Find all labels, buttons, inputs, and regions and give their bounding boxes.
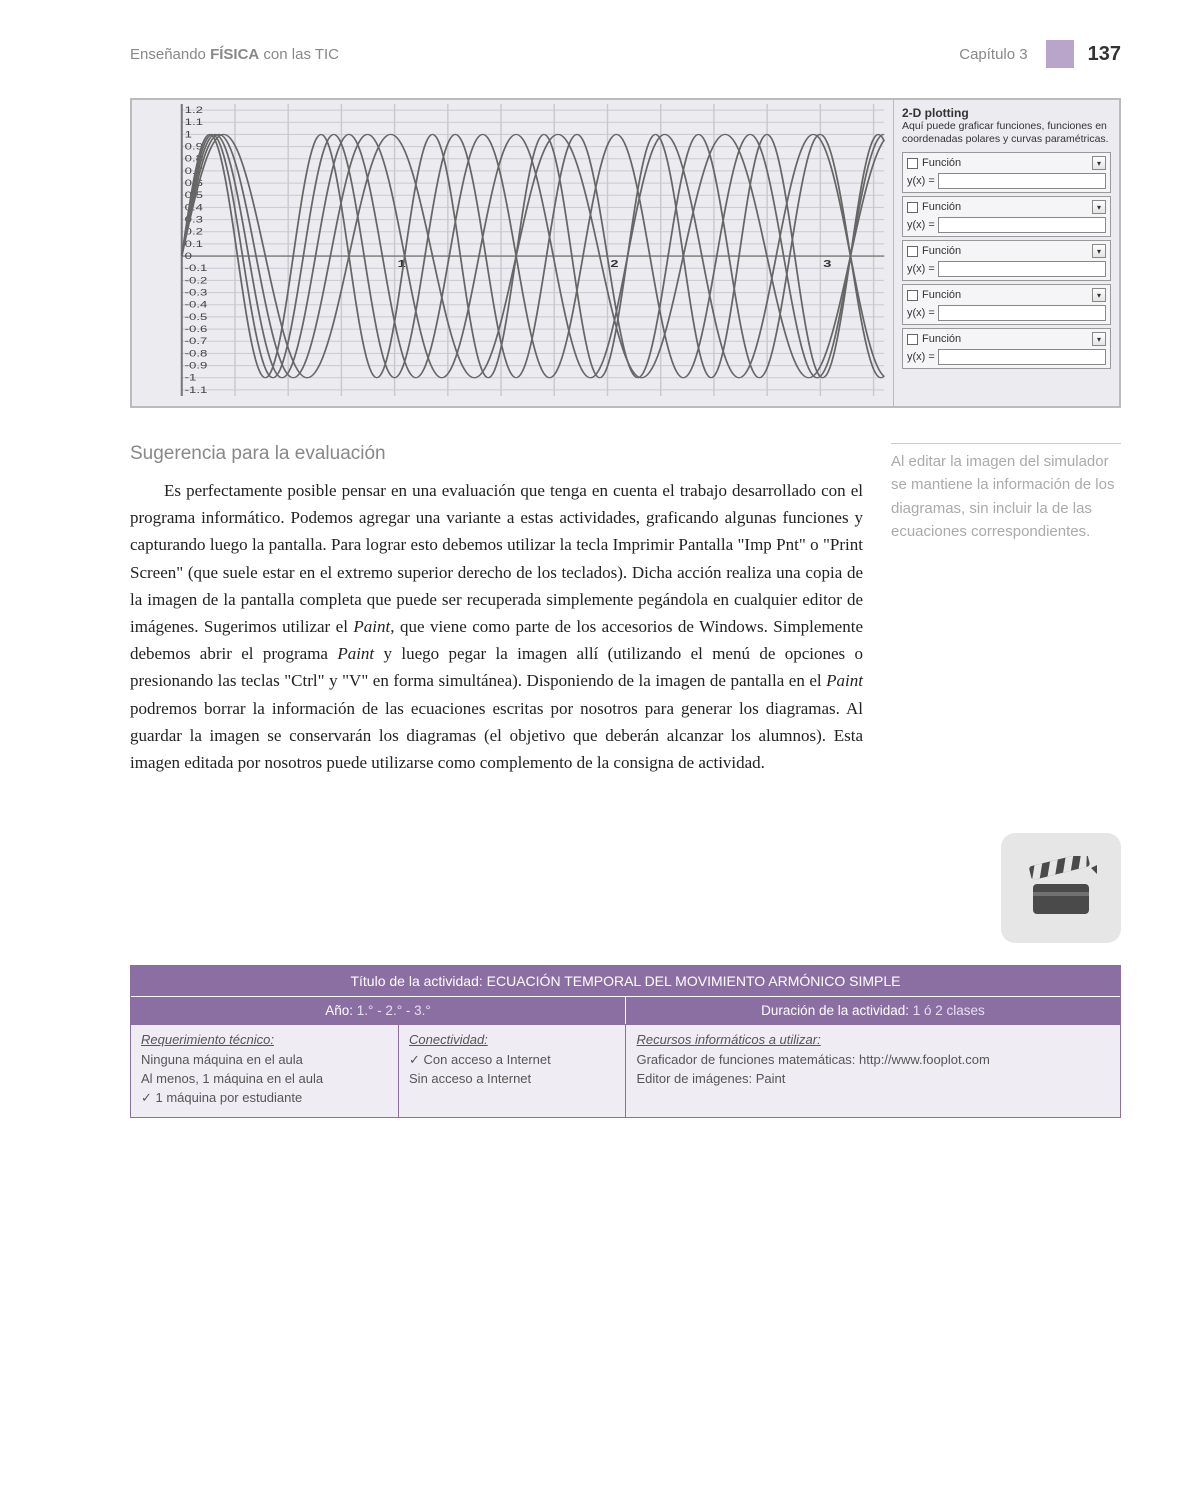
book-title: Enseñando FÍSICA con las TIC	[130, 46, 339, 63]
plot-side-panel: 2-D plotting Aquí puede graficar funcion…	[894, 100, 1119, 406]
function-type-label: Función	[922, 201, 961, 213]
book-title-prefix: Enseñando	[130, 46, 210, 63]
svg-text:-0.3: -0.3	[185, 288, 208, 298]
page-number: 137	[1088, 43, 1121, 66]
svg-text:-0.5: -0.5	[185, 313, 208, 323]
svg-text:-0.2: -0.2	[185, 276, 208, 286]
section-subtitle: Sugerencia para la evaluación	[130, 443, 863, 465]
activity-title-label: Título de la actividad:	[350, 973, 486, 989]
function-dropdown[interactable]: ▾	[1092, 332, 1106, 346]
activity-year-value: 1.° - 2.° - 3.°	[357, 1003, 431, 1018]
activity-year-cell: Año: 1.° - 2.° - 3.°	[131, 996, 625, 1024]
svg-text:-0.7: -0.7	[185, 337, 208, 347]
function-input[interactable]	[938, 349, 1106, 365]
svg-text:-0.9: -0.9	[185, 361, 208, 371]
function-dropdown[interactable]: ▾	[1092, 244, 1106, 258]
svg-text:0: 0	[185, 252, 192, 262]
svg-text:-0.6: -0.6	[185, 325, 208, 335]
activity-duration-label: Duración de la actividad:	[761, 1003, 913, 1018]
function-row: Función ▾ y(x) =	[902, 328, 1111, 369]
function-input[interactable]	[938, 173, 1106, 189]
function-yx-label: y(x) =	[907, 219, 935, 231]
page-number-box: 137	[1046, 40, 1121, 68]
function-yx-label: y(x) =	[907, 351, 935, 363]
plot-canvas: 1.21.110.90.80.70.60.50.40.30.20.10-0.1-…	[132, 100, 894, 406]
chapter-label: Capítulo 3	[959, 46, 1027, 63]
svg-text:-1: -1	[185, 374, 197, 384]
svg-text:1.2: 1.2	[185, 106, 203, 116]
aside-column: Al editar la imagen del simulador se man…	[891, 443, 1121, 943]
section-paragraph: Es perfectamente posible pensar en una e…	[130, 477, 863, 776]
function-type-label: Función	[922, 333, 961, 345]
requirement-opt3: 1 máquina por estudiante	[141, 1090, 302, 1105]
function-checkbox[interactable]	[907, 202, 918, 213]
function-dropdown[interactable]: ▾	[1092, 200, 1106, 214]
activity-table: Título de la actividad: ECUACIÓN TEMPORA…	[130, 965, 1121, 1118]
clapper-icon-box	[1001, 833, 1121, 943]
activity-year-label: Año:	[325, 1003, 357, 1018]
function-dropdown[interactable]: ▾	[1092, 288, 1106, 302]
activity-col-requirement: Requerimiento técnico: Ninguna máquina e…	[131, 1024, 398, 1117]
function-yx-label: y(x) =	[907, 175, 935, 187]
activity-col-resources: Recursos informáticos a utilizar: Grafic…	[625, 1024, 1120, 1117]
function-input[interactable]	[938, 261, 1106, 277]
panel-description: Aquí puede graficar funciones, funciones…	[902, 120, 1111, 146]
function-dropdown[interactable]: ▾	[1092, 156, 1106, 170]
connectivity-opt1: Con acceso a Internet	[409, 1052, 551, 1067]
aside-note: Al editar la imagen del simulador se man…	[891, 443, 1121, 543]
svg-text:0.1: 0.1	[185, 240, 203, 250]
function-yx-label: y(x) =	[907, 307, 935, 319]
requirement-heading: Requerimiento técnico:	[141, 1031, 388, 1050]
function-input[interactable]	[938, 305, 1106, 321]
function-type-label: Función	[922, 157, 961, 169]
clapperboard-icon	[1025, 856, 1097, 920]
connectivity-heading: Conectividad:	[409, 1031, 615, 1050]
svg-text:3: 3	[823, 258, 831, 269]
connectivity-opt2: Sin acceso a Internet	[409, 1071, 531, 1086]
function-checkbox[interactable]	[907, 246, 918, 257]
resources-line2: Editor de imágenes: Paint	[636, 1071, 785, 1086]
activity-col-connectivity: Conectividad: Con acceso a Internet Sin …	[398, 1024, 625, 1117]
resources-line1: Graficador de funciones matemáticas: htt…	[636, 1052, 989, 1067]
svg-text:-0.8: -0.8	[185, 349, 208, 359]
page-header: Enseñando FÍSICA con las TIC Capítulo 3 …	[130, 40, 1121, 68]
function-type-label: Función	[922, 289, 961, 301]
svg-text:-0.1: -0.1	[185, 264, 208, 274]
svg-text:-1.1: -1.1	[185, 386, 208, 396]
activity-duration-cell: Duración de la actividad: 1 ó 2 clases	[625, 996, 1120, 1024]
function-row: Función ▾ y(x) =	[902, 196, 1111, 237]
function-row: Función ▾ y(x) =	[902, 240, 1111, 281]
svg-text:1.1: 1.1	[185, 118, 203, 128]
function-input[interactable]	[938, 217, 1106, 233]
book-title-suffix: con las TIC	[259, 46, 339, 63]
function-yx-label: y(x) =	[907, 263, 935, 275]
requirement-opt2: Al menos, 1 máquina en el aula	[141, 1071, 323, 1086]
svg-text:1: 1	[185, 130, 192, 140]
function-row: Función ▾ y(x) =	[902, 284, 1111, 325]
function-checkbox[interactable]	[907, 290, 918, 301]
activity-title-value: ECUACIÓN TEMPORAL DEL MOVIMIENTO ARMÓNIC…	[487, 973, 901, 989]
resources-heading: Recursos informáticos a utilizar:	[636, 1031, 1110, 1050]
panel-title: 2-D plotting	[902, 106, 1111, 120]
svg-text:-0.4: -0.4	[185, 301, 208, 311]
function-checkbox[interactable]	[907, 158, 918, 169]
activity-subheader: Año: 1.° - 2.° - 3.° Duración de la acti…	[131, 996, 1120, 1024]
svg-text:2: 2	[610, 258, 618, 269]
activity-body: Requerimiento técnico: Ninguna máquina e…	[131, 1024, 1120, 1117]
plot-screenshot-figure: 1.21.110.90.80.70.60.50.40.30.20.10-0.1-…	[130, 98, 1121, 408]
function-row: Función ▾ y(x) =	[902, 152, 1111, 193]
activity-title-row: Título de la actividad: ECUACIÓN TEMPORA…	[131, 966, 1120, 996]
requirement-opt1: Ninguna máquina en el aula	[141, 1052, 303, 1067]
function-type-label: Función	[922, 245, 961, 257]
function-checkbox[interactable]	[907, 334, 918, 345]
activity-duration-value: 1 ó 2 clases	[913, 1003, 985, 1018]
page-number-square	[1046, 40, 1074, 68]
main-column: Sugerencia para la evaluación Es perfect…	[130, 443, 863, 943]
book-title-bold: FÍSICA	[210, 46, 259, 63]
